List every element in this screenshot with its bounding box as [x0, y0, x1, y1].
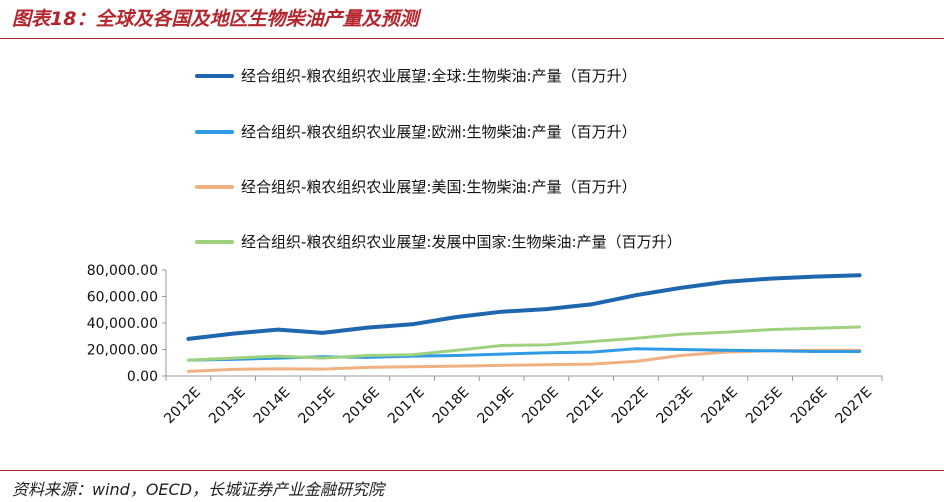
series-line-1 — [186, 273, 862, 341]
legend-label-2: 经合组织-粮农组织农业展望:欧洲:生物柴油:产量（百万升） — [241, 123, 637, 141]
x-tick-label: 2024E — [698, 384, 741, 427]
series-lines — [186, 273, 862, 373]
x-tick-label: 2021E — [564, 384, 607, 427]
x-tick-label: 2018E — [430, 384, 473, 427]
x-tick-label: 2022E — [609, 384, 652, 427]
x-tick-label: 2025E — [743, 384, 786, 427]
legend: 经合组织-粮农组织农业展望:全球:生物柴油:产量（百万升） 经合组织-粮农组织农业… — [195, 67, 682, 251]
x-tick-label: 2015E — [295, 384, 338, 427]
y-tick-label: 0.00 — [127, 369, 158, 385]
y-tick-label: 60,000.00 — [87, 290, 158, 306]
figure-title: 图表18：全球及各国及地区生物柴油产量及预测 — [12, 8, 419, 30]
series-line-2 — [186, 347, 862, 362]
x-tick-label: 2017E — [385, 384, 428, 427]
source-note: 资料来源：wind，OECD，长城证券产业金融研究院 — [12, 480, 385, 499]
top-rule — [0, 38, 944, 39]
x-tick-label: 2019E — [474, 384, 517, 427]
legend-label-4: 经合组织-粮农组织农业展望:发展中国家:生物柴油:产量（百万升） — [241, 233, 682, 251]
x-tick-label: 2020E — [519, 384, 562, 427]
y-tick-label: 20,000.00 — [87, 343, 158, 359]
y-tick-label: 80,000.00 — [87, 263, 158, 279]
x-tick-label: 2027E — [832, 384, 875, 427]
axes: 0.00 20,000.00 40,000.00 60,000.00 80,000.00… — [87, 263, 883, 427]
x-tick-label: 2016E — [340, 384, 383, 427]
line-chart: 经合组织-粮农组织农业展望:全球:生物柴油:产量（百万升） 经合组织-粮农组织农业… — [87, 67, 883, 427]
x-tick-label: 2013E — [206, 384, 249, 427]
legend-label-1: 经合组织-粮农组织农业展望:全球:生物柴油:产量（百万升） — [241, 67, 637, 85]
x-tick-label: 2014E — [251, 384, 294, 427]
y-tick-label: 40,000.00 — [87, 316, 158, 332]
x-tick-label: 2023E — [653, 384, 696, 427]
bottom-rule — [0, 470, 944, 471]
x-tick-label: 2012E — [161, 384, 204, 427]
legend-label-3: 经合组织-粮农组织农业展望:美国:生物柴油:产量（百万升） — [241, 178, 637, 196]
x-tick-label: 2026E — [788, 384, 831, 427]
series-line-4 — [186, 325, 862, 362]
